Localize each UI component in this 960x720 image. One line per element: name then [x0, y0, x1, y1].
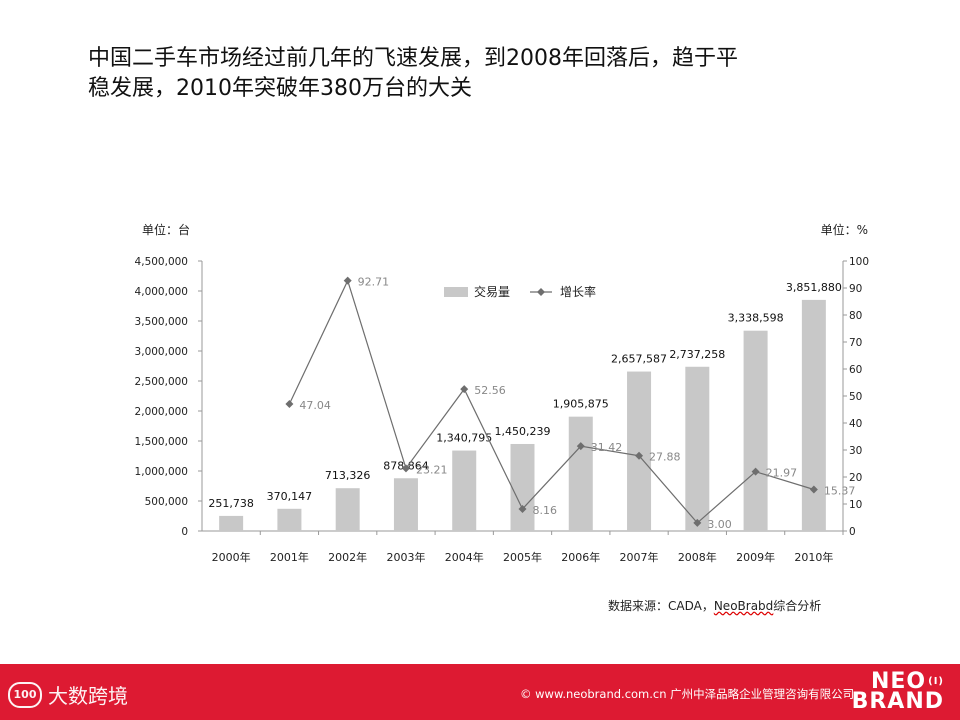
growth-data-label: 23.21	[416, 463, 448, 476]
bar-data-label: 2,657,587	[611, 353, 667, 366]
data-source-note: 数据来源：CADA，NeoBrabd综合分析	[608, 597, 821, 614]
growth-point-marker	[809, 485, 818, 494]
bar	[801, 299, 826, 531]
bar-data-label: 370,147	[267, 490, 313, 503]
logo-text: 大数跨境	[48, 684, 128, 708]
right-tick-label: 30	[849, 445, 862, 457]
growth-data-label: 3.00	[707, 518, 732, 531]
growth-data-label: 8.16	[533, 504, 558, 517]
x-tick-label: 2003年	[386, 550, 425, 564]
growth-point-marker	[576, 442, 585, 451]
growth-point-marker	[518, 504, 527, 513]
source-suffix: 综合分析	[773, 599, 822, 613]
x-tick-label: 2007年	[620, 550, 659, 564]
bar-data-label: 251,738	[208, 497, 254, 510]
brand-line-2: BRAND	[851, 689, 944, 714]
bar	[393, 478, 418, 531]
title-line-1: 中国二手车市场经过前几年的飞速发展，到2008年回落后，趋于平	[88, 46, 738, 71]
brand-mark: (I)	[928, 676, 944, 687]
copyright-text: © www.neobrand.com.cn 广州中泽品略企业管理咨询有限公司	[520, 687, 855, 701]
right-tick-label: 40	[849, 418, 862, 430]
left-tick-label: 4,500,000	[135, 256, 188, 268]
growth-data-label: 52.56	[474, 384, 506, 397]
x-tick-label: 2002年	[328, 550, 367, 564]
bar-data-label: 2,737,258	[669, 348, 725, 361]
left-tick-label: 500,000	[145, 496, 188, 508]
left-tick-label: 3,000,000	[135, 346, 188, 358]
growth-data-label: 92.71	[358, 276, 390, 289]
legend-line-marker	[537, 288, 545, 296]
dashuju-logo: 100 大数跨境	[8, 680, 128, 709]
bar	[685, 366, 710, 531]
brand-line-1: NEO	[870, 669, 927, 694]
x-tick-label: 2008年	[678, 550, 717, 564]
left-tick-label: 2,500,000	[135, 376, 188, 388]
growth-data-label: 15.37	[824, 485, 856, 498]
title-line-2: 稳发展，2010年突破年380万台的大关	[88, 76, 472, 101]
bar-data-label: 3,338,598	[728, 312, 784, 325]
left-tick-label: 2,000,000	[135, 406, 188, 418]
growth-point-marker	[635, 451, 644, 460]
bar-data-label: 1,450,239	[495, 425, 551, 438]
right-tick-label: 80	[849, 310, 862, 322]
growth-point-marker	[285, 399, 294, 408]
bar-data-label: 713,326	[325, 469, 371, 482]
left-tick-label: 1,500,000	[135, 436, 188, 448]
growth-point-marker	[343, 276, 352, 285]
right-tick-label: 0	[849, 526, 856, 538]
growth-point-marker	[693, 518, 702, 527]
bar-data-label: 3,851,880	[786, 281, 842, 294]
growth-data-label: 31.42	[591, 441, 623, 454]
legend-bar-label: 交易量	[474, 284, 510, 299]
bar	[743, 330, 768, 531]
bar	[277, 508, 302, 531]
x-tick-label: 2000年	[212, 550, 251, 564]
right-tick-label: 50	[849, 391, 862, 403]
bar	[452, 450, 477, 531]
left-tick-label: 0	[181, 526, 188, 538]
right-axis-unit: 单位：%	[821, 222, 868, 237]
right-tick-label: 100	[849, 256, 869, 268]
left-tick-label: 3,500,000	[135, 316, 188, 328]
growth-data-label: 21.97	[766, 467, 798, 480]
right-tick-label: 60	[849, 364, 862, 376]
left-tick-label: 4,000,000	[135, 286, 188, 298]
left-axis-unit: 单位：台	[142, 222, 190, 237]
growth-point-marker	[460, 385, 469, 394]
right-tick-label: 90	[849, 283, 862, 295]
bar	[627, 371, 652, 531]
x-tick-label: 2010年	[794, 550, 833, 564]
page-title: 中国二手车市场经过前几年的飞速发展，到2008年回落后，趋于平 稳发展，2010…	[88, 44, 848, 104]
bar-data-label: 1,905,875	[553, 398, 609, 411]
neobrand-logo: NEO (I) BRAND	[851, 669, 944, 714]
x-tick-label: 2001年	[270, 550, 309, 564]
growth-point-marker	[401, 464, 410, 473]
left-tick-label: 1,000,000	[135, 466, 188, 478]
combo-chart: 0 500,000 1,000,000 1,500,000 2,000,000 2,500…	[135, 222, 870, 564]
right-tick-label: 10	[849, 499, 862, 511]
footer-bar: 100 大数跨境 © www.neobrand.com.cn 广州中泽品略企业管…	[0, 664, 960, 720]
x-tick-label: 2006年	[561, 550, 600, 564]
bar	[219, 515, 244, 531]
x-tick-label: 2009年	[736, 550, 775, 564]
bar	[510, 443, 535, 531]
x-tick-label: 2004年	[445, 550, 484, 564]
right-tick-label: 20	[849, 472, 862, 484]
growth-data-label: 27.88	[649, 451, 681, 464]
bar	[335, 488, 360, 531]
bar-data-label: 1,340,795	[436, 432, 492, 445]
legend-bar-swatch	[444, 287, 468, 297]
logo-100-icon: 100	[8, 681, 42, 708]
growth-line	[288, 279, 815, 524]
source-underlined: NeoBrabd	[713, 599, 774, 613]
growth-point-marker	[751, 467, 760, 476]
bar	[568, 416, 593, 531]
legend-line-label: 增长率	[560, 284, 596, 299]
right-tick-label: 70	[849, 337, 862, 349]
x-tick-label: 2005年	[503, 550, 542, 564]
growth-data-label: 47.04	[299, 399, 331, 412]
source-prefix: 数据来源：CADA，	[608, 599, 714, 613]
